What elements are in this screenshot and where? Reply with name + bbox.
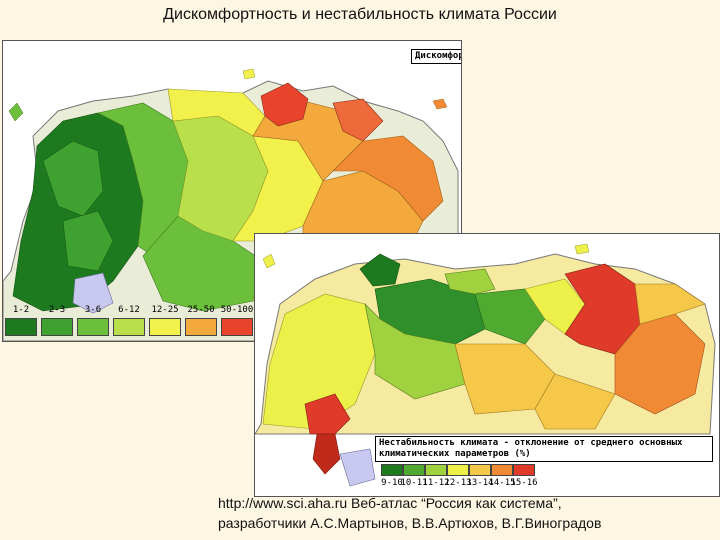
legend-label: 14-15 (488, 478, 516, 488)
legend-swatch (403, 464, 425, 476)
legend-swatch (221, 318, 253, 336)
legend-swatch (185, 318, 217, 336)
legend-label: 12-25 (151, 305, 179, 315)
legend-label: 3-6 (84, 305, 102, 315)
legend-swatch (5, 318, 37, 336)
legend-label: 50-100 (220, 305, 254, 315)
source-url-line: http://www.sci.aha.ru Веб-атлас “Россия … (218, 495, 562, 511)
instability-map: Нестабильность климата - отклонение от с… (254, 233, 720, 497)
source-credit: http://www.sci.aha.ru Веб-атлас “Россия … (218, 493, 718, 533)
discomfort-legend: 1-2 2-3 3-6 6-12 12-25 25-50 50-100 (3, 305, 255, 336)
legend-swatch (491, 464, 513, 476)
legend-swatch (381, 464, 403, 476)
legend-item: 2-3 (39, 305, 75, 336)
legend-item: 1-2 (3, 305, 39, 336)
legend-label: 2-3 (48, 305, 66, 315)
legend-swatch (513, 464, 535, 476)
authors-line: разработчики А.С.Мартынов, В.В.Артюхов, … (218, 515, 602, 531)
legend-label: 11-12 (422, 478, 450, 488)
legend-item: 25-50 (183, 305, 219, 336)
legend-item: 10-11 (400, 464, 428, 489)
legend-item: 9-10 (381, 464, 403, 489)
legend-swatch (41, 318, 73, 336)
legend-swatch (149, 318, 181, 336)
legend-item: 12-25 (147, 305, 183, 336)
legend-item: 14-15 (488, 464, 516, 489)
legend-item: 15-16 (510, 464, 538, 489)
legend-item: 50-100 (219, 305, 255, 336)
legend-label: 15-16 (510, 478, 538, 488)
discomfort-map-heading: Дискомфортность климата - баллы (411, 49, 461, 64)
legend-item: 6-12 (111, 305, 147, 336)
legend-item: 11-12 (422, 464, 450, 489)
instability-map-graphic (255, 243, 716, 487)
legend-label: 10-11 (400, 478, 428, 488)
legend-label: 9-10 (381, 478, 403, 488)
slide-title: Дискомфортность и нестабильность климата… (163, 6, 557, 23)
legend-swatch (77, 318, 109, 336)
legend-swatch (113, 318, 145, 336)
legend-label: 13-14 (466, 478, 494, 488)
legend-swatch (447, 464, 469, 476)
legend-swatch (425, 464, 447, 476)
instability-legend: 9-10 10-11 11-12 12-13 13-14 14-15 15-16 (381, 464, 538, 489)
legend-item: 3-6 (75, 305, 111, 336)
legend-label: 25-50 (187, 305, 215, 315)
instability-map-heading: Нестабильность климата - отклонение от с… (375, 436, 713, 462)
legend-label: 6-12 (118, 305, 140, 315)
legend-item: 12-13 (444, 464, 472, 489)
legend-label: 1-2 (12, 305, 30, 315)
legend-item: 13-14 (466, 464, 494, 489)
legend-swatch (469, 464, 491, 476)
legend-label: 12-13 (444, 478, 472, 488)
